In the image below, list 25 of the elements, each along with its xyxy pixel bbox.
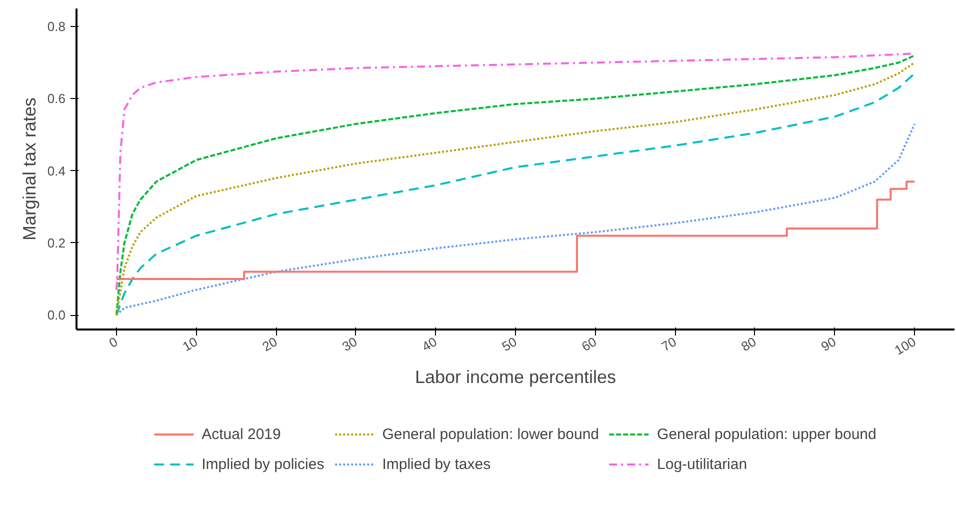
x-tick-label: 70 bbox=[658, 334, 679, 354]
x-tick-label: 60 bbox=[579, 334, 600, 354]
legend-label: General population: lower bound bbox=[382, 426, 600, 442]
x-tick-label: 30 bbox=[340, 334, 360, 354]
x-tick-label: 10 bbox=[180, 334, 200, 354]
x-tick-label: 90 bbox=[818, 334, 839, 354]
x-axis-title: Labor income percentiles bbox=[414, 367, 616, 388]
legend-label: Implied by policies bbox=[202, 456, 324, 472]
y-tick-label: 0.6 bbox=[47, 91, 66, 106]
x-tick-label: 80 bbox=[738, 334, 759, 354]
y-tick-label: 0.0 bbox=[47, 308, 66, 323]
legend-label: Log-utilitarian bbox=[657, 456, 748, 472]
y-tick-label: 0.8 bbox=[47, 19, 66, 34]
x-tick-label: 20 bbox=[260, 334, 280, 354]
y-axis-title: Marginal tax rates bbox=[19, 97, 40, 241]
x-tick-label: 0 bbox=[106, 334, 120, 351]
legend-label: Actual 2019 bbox=[202, 426, 281, 442]
legend-label: Implied by taxes bbox=[382, 456, 491, 472]
x-tick-label: 100 bbox=[892, 334, 918, 358]
x-tick-label: 50 bbox=[499, 334, 520, 354]
y-tick-label: 0.2 bbox=[47, 235, 66, 250]
line-series bbox=[115, 122, 916, 316]
y-tick-label: 0.4 bbox=[47, 163, 66, 178]
legend-label: General population: upper bound bbox=[657, 426, 876, 442]
x-tick-label: 40 bbox=[419, 334, 440, 354]
